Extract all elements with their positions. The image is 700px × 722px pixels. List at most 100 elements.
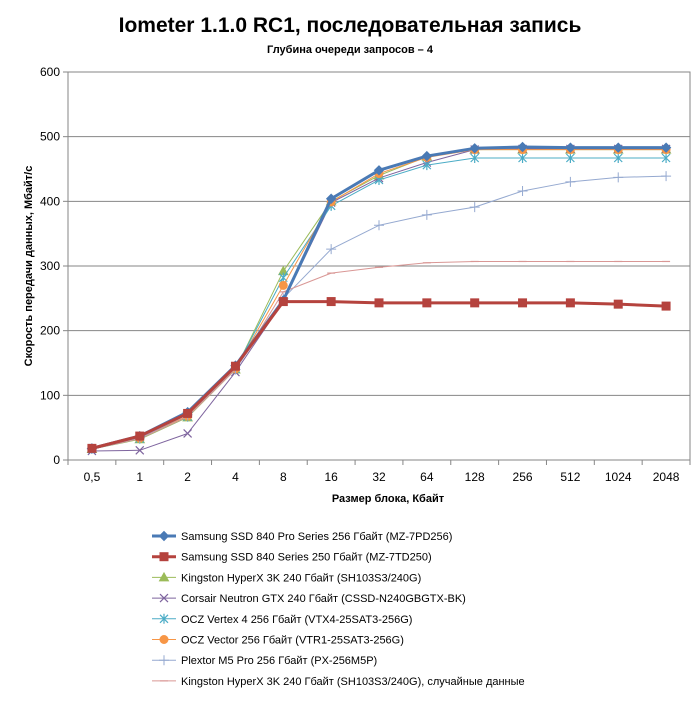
- marker-shape: [326, 297, 336, 307]
- data-point: [183, 408, 193, 418]
- data-point: [326, 244, 337, 255]
- marker-shape: [278, 280, 288, 290]
- legend-marker: [159, 552, 169, 562]
- data-point: [326, 297, 336, 307]
- legend-marker: [159, 655, 169, 666]
- marker-shape: [159, 593, 169, 603]
- data-point: [278, 297, 288, 307]
- marker-shape: [159, 613, 169, 624]
- marker-shape: [661, 171, 672, 182]
- marker-shape: [373, 165, 385, 176]
- marker-shape: [565, 153, 575, 164]
- legend-marker: [159, 593, 169, 603]
- data-point: [470, 153, 480, 164]
- legend-label: Samsung SSD 840 Series 250 Гбайт (MZ-7TD…: [181, 552, 432, 564]
- data-point: [183, 429, 193, 438]
- marker-shape: [278, 297, 288, 307]
- marker-shape: [469, 143, 480, 154]
- marker-shape: [613, 153, 623, 164]
- data-point: [661, 171, 672, 182]
- data-point: [278, 280, 288, 290]
- legend-marker: [158, 530, 170, 542]
- x-tick-label: 32: [372, 470, 386, 484]
- marker-shape: [159, 655, 169, 666]
- marker-shape: [661, 153, 671, 164]
- marker-shape: [374, 298, 384, 308]
- data-point: [373, 165, 385, 176]
- series-line: [91, 300, 667, 450]
- data-point: [325, 193, 337, 204]
- data-point: [517, 185, 528, 196]
- marker-shape: [325, 193, 337, 204]
- marker-shape: [613, 299, 623, 309]
- legend-label: Plextor M5 Pro 256 Гбайт (PX-256M5P): [181, 655, 377, 667]
- data-point: [613, 299, 623, 309]
- x-tick-label: 1024: [605, 470, 632, 484]
- legend-marker: [158, 571, 170, 582]
- marker-shape: [374, 220, 384, 231]
- marker-shape: [518, 298, 528, 308]
- legend-label: OCZ Vector 256 Гбайт (VTR1-25SAT3-256G): [181, 635, 404, 647]
- marker-shape: [565, 142, 576, 153]
- plot-area: 0 100 200 300 400 500 600 0,5 1 2 4 8 16 32 64 128 256 51…: [40, 65, 691, 484]
- series-line: [91, 260, 667, 450]
- marker-shape: [517, 141, 528, 153]
- data-point: [518, 298, 528, 308]
- marker-shape: [660, 142, 672, 153]
- x-tick-label: 128: [465, 470, 485, 484]
- legend-item: Plextor M5 Pro 256 Гбайт (PX-256M5P): [152, 655, 377, 667]
- x-tick-label: 1: [136, 470, 143, 484]
- series-7: [86, 171, 672, 455]
- marker-shape: [158, 530, 170, 542]
- x-tick-label: 0,5: [84, 470, 101, 484]
- legend-item: Corsair Neutron GTX 240 Гбайт (CSSD-N240…: [152, 593, 466, 605]
- y-axis-title: Скорость передачи данных, Мбайт/с: [23, 166, 35, 367]
- data-point: [421, 150, 433, 162]
- data-point: [613, 142, 624, 153]
- x-tick-label: 256: [513, 470, 533, 484]
- marker-shape: [183, 408, 193, 418]
- y-tick-label: 300: [40, 259, 60, 273]
- y-tick-label: 400: [40, 194, 60, 208]
- data-point: [421, 209, 432, 220]
- data-point: [374, 298, 384, 308]
- y-tick-label: 200: [40, 324, 60, 338]
- marker-shape: [613, 142, 624, 153]
- y-tick-label: 100: [40, 388, 60, 402]
- x-tick-label: 4: [232, 470, 239, 484]
- data-point: [565, 176, 576, 187]
- marker-shape: [470, 298, 480, 308]
- data-point: [374, 220, 384, 231]
- x-tick-label: 2048: [653, 470, 680, 484]
- x-tick-label: 2: [184, 470, 191, 484]
- data-point: [135, 445, 145, 455]
- marker-shape: [613, 172, 624, 183]
- chart-subtitle: Глубина очереди запросов – 4: [267, 44, 434, 56]
- marker-shape: [159, 552, 169, 562]
- data-point: [135, 431, 145, 441]
- marker-shape: [158, 571, 170, 582]
- data-point: [661, 153, 671, 164]
- legend-label: Samsung SSD 840 Pro Series 256 Гбайт (MZ…: [181, 531, 452, 543]
- legend-marker: [159, 613, 169, 624]
- marker-shape: [661, 301, 671, 311]
- data-point: [565, 298, 575, 308]
- legend-item: Kingston HyperX 3K 240 Гбайт (SH103S3/24…: [152, 571, 421, 584]
- x-tick-label: 8: [280, 470, 287, 484]
- marker-shape: [87, 443, 97, 453]
- data-point: [660, 142, 672, 153]
- legend-label: OCZ Vertex 4 256 Гбайт (VTX4-25SAT3-256G…: [181, 614, 412, 626]
- legend-label: Kingston HyperX 3K 240 Гбайт (SH103S3/24…: [181, 676, 525, 688]
- y-tick-label: 600: [40, 65, 60, 79]
- series-line: [91, 175, 667, 450]
- legend-item: Kingston HyperX 3K 240 Гбайт (SH103S3/24…: [152, 676, 525, 688]
- marker-shape: [421, 150, 433, 162]
- marker-shape: [517, 185, 528, 196]
- legend-item: OCZ Vector 256 Гбайт (VTR1-25SAT3-256G): [152, 635, 404, 647]
- marker-shape: [230, 361, 240, 371]
- data-point: [517, 141, 528, 153]
- marker-shape: [159, 635, 169, 644]
- x-tick-label: 512: [560, 470, 580, 484]
- legend-label: Corsair Neutron GTX 240 Гбайт (CSSD-N240…: [181, 593, 466, 605]
